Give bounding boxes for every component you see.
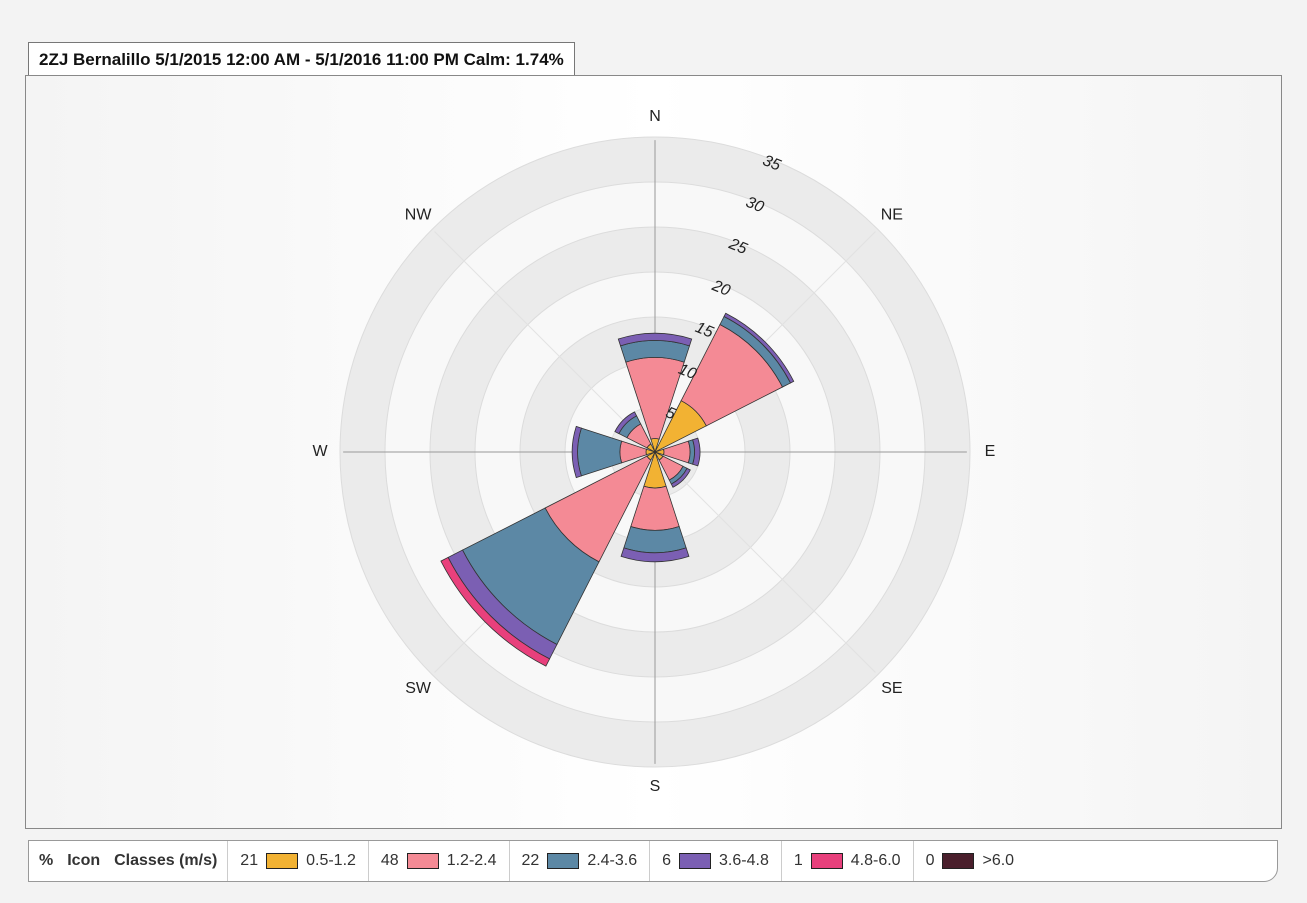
- direction-label: S: [650, 778, 661, 795]
- legend-item: 22 2.4-3.6: [510, 841, 651, 881]
- sector: [614, 411, 638, 435]
- legend-icon: [266, 853, 299, 869]
- legend-icon: [406, 853, 439, 869]
- legend-header-text: Classes (m/s): [114, 852, 218, 869]
- sector: [617, 332, 693, 347]
- radial-tick-label: 20: [709, 277, 733, 300]
- sector: [723, 312, 795, 384]
- sector: [623, 525, 687, 554]
- direction-label: W: [312, 443, 328, 460]
- legend-icon: [547, 853, 580, 869]
- legend-item: 48 1.2-2.4: [369, 841, 510, 881]
- direction-label: SE: [881, 680, 902, 697]
- legend-percent: 22: [521, 852, 540, 869]
- radial-tick-label: 25: [726, 235, 750, 258]
- legend-percent: 1: [793, 852, 803, 869]
- radial-tick-label: 10: [676, 361, 699, 383]
- legend-label: 4.8-6.0: [850, 852, 901, 869]
- legend-header-text: Icon: [67, 852, 101, 869]
- grid-ring: [339, 136, 971, 768]
- legend-item: 6 3.6-4.8: [650, 841, 782, 881]
- direction-label: E: [985, 443, 996, 460]
- legend-percent: 48: [380, 852, 399, 869]
- radial-tick-label: 35: [760, 152, 783, 174]
- legend-icon: [810, 853, 843, 869]
- legend-label: 0.5-1.2: [306, 852, 356, 869]
- legend-header-text: %: [39, 852, 54, 869]
- legend-item: 1 4.8-6.0: [782, 841, 914, 881]
- legend-label: 3.6-4.8: [719, 852, 769, 869]
- legend-header: % Icon Classes (m/s): [29, 841, 229, 881]
- radial-tick-label: 30: [743, 194, 766, 216]
- sector: [440, 556, 551, 667]
- radial-tick-label: 15: [693, 319, 716, 341]
- sector: [571, 425, 582, 479]
- legend: % Icon Classes (m/s) 21 0.5-1.2 48 1.2-2.4 2…: [28, 840, 1278, 882]
- sector: [620, 547, 690, 563]
- chart-title: 2ZJ Bernalillo 5/1/2015 12:00 AM - 5/1/2…: [28, 42, 575, 75]
- legend-label: 2.4-3.6: [587, 852, 638, 869]
- sector: [692, 437, 701, 467]
- legend-percent: 21: [240, 852, 259, 869]
- legend-label: >6.0: [982, 852, 1015, 869]
- legend-item: 21 0.5-1.2: [228, 841, 369, 881]
- legend-percent: 6: [662, 852, 672, 869]
- direction-label: N: [649, 108, 661, 125]
- direction-label: SW: [405, 680, 432, 697]
- legend-icon: [942, 853, 975, 869]
- legend-percent: 0: [925, 852, 935, 869]
- legend-label: 1.2-2.4: [446, 852, 497, 869]
- legend-icon: [679, 853, 712, 869]
- sector: [670, 467, 691, 488]
- legend-item: 0 >6.0: [914, 841, 1027, 881]
- direction-label: NW: [405, 206, 433, 223]
- direction-label: NE: [881, 206, 903, 223]
